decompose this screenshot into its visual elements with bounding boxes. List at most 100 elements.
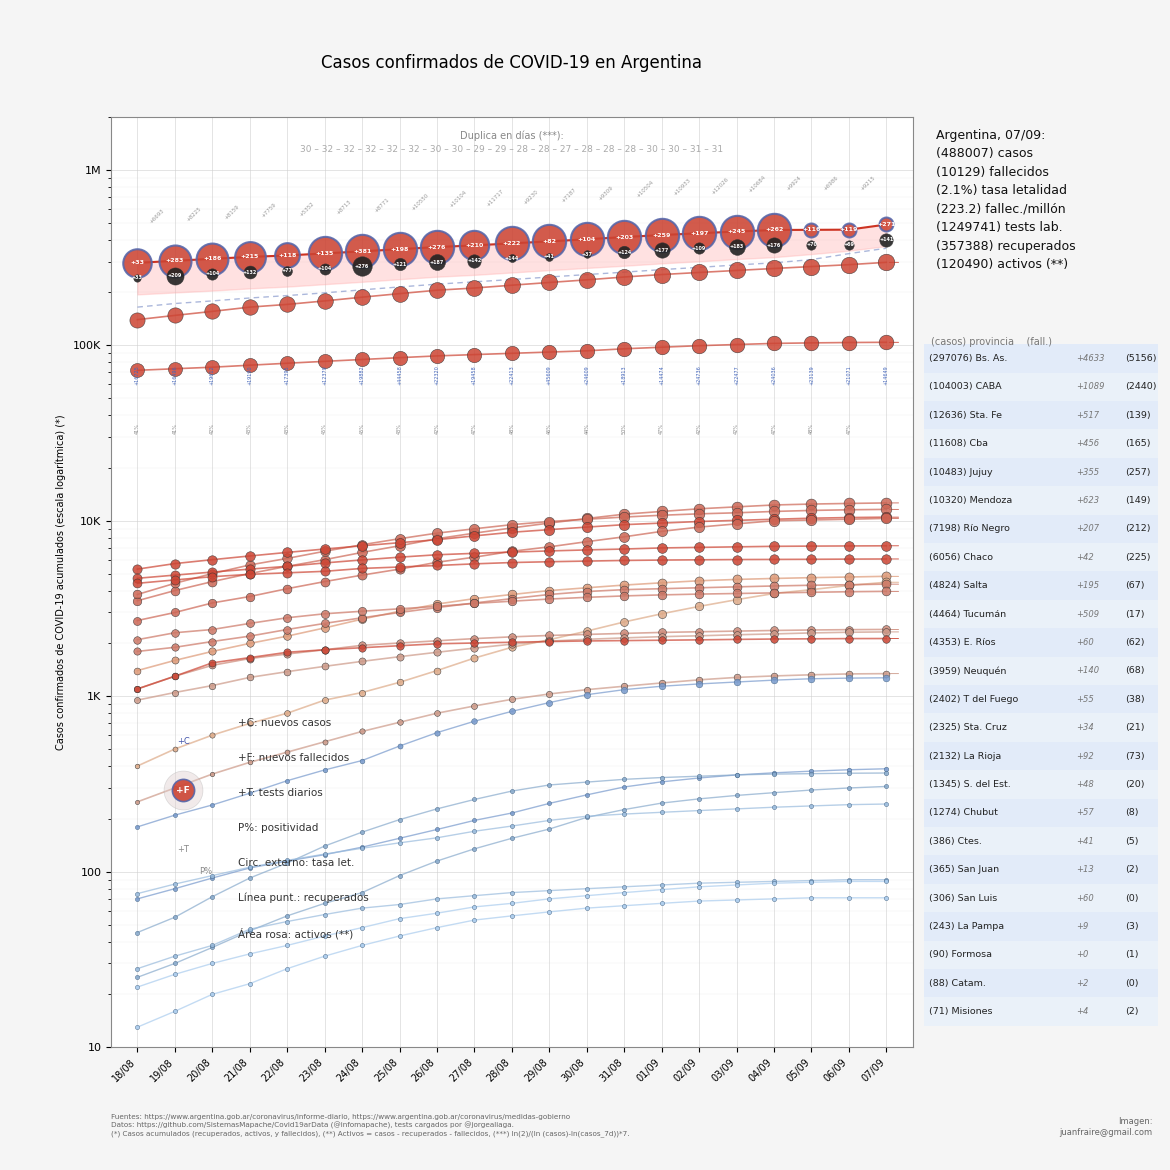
Text: 47%: 47% <box>771 424 777 434</box>
Text: +16496: +16496 <box>172 365 178 385</box>
Text: +381: +381 <box>353 249 371 254</box>
Text: (165): (165) <box>1126 439 1151 448</box>
Text: +517: +517 <box>1076 411 1100 420</box>
Bar <box>924 770 1158 799</box>
Bar <box>924 742 1158 770</box>
Text: +10933: +10933 <box>673 178 693 197</box>
Text: +121: +121 <box>392 262 407 267</box>
Text: (257): (257) <box>1126 468 1151 476</box>
Text: 45%: 45% <box>322 424 328 434</box>
Text: +8713: +8713 <box>336 199 352 215</box>
Text: +F: nuevos fallecidos: +F: nuevos fallecidos <box>239 752 350 763</box>
Text: +9309: +9309 <box>598 185 614 201</box>
Text: +24609: +24609 <box>584 365 590 385</box>
Text: 45%: 45% <box>359 424 365 434</box>
Bar <box>924 656 1158 684</box>
Text: 48%: 48% <box>509 424 515 434</box>
Text: +7759: +7759 <box>261 202 277 219</box>
Bar <box>924 883 1158 913</box>
Text: (212): (212) <box>1126 524 1151 534</box>
Text: +55: +55 <box>1076 695 1094 703</box>
Text: +48: +48 <box>1076 780 1094 789</box>
Bar <box>924 684 1158 714</box>
Text: (297076) Bs. As.: (297076) Bs. As. <box>929 355 1007 363</box>
Text: +215: +215 <box>241 254 259 260</box>
Bar <box>924 344 1158 372</box>
Text: +456: +456 <box>1076 439 1100 448</box>
Bar <box>924 799 1158 827</box>
Bar <box>924 457 1158 487</box>
Text: (10483) Jujuy: (10483) Jujuy <box>929 468 992 476</box>
Text: +19612: +19612 <box>209 365 215 385</box>
Bar <box>924 487 1158 515</box>
Text: +22413: +22413 <box>509 365 515 385</box>
Text: +19882: +19882 <box>359 365 365 385</box>
Text: (3): (3) <box>1126 922 1140 931</box>
Text: (149): (149) <box>1126 496 1151 505</box>
Text: +2: +2 <box>1076 979 1089 987</box>
Text: +9230: +9230 <box>523 188 539 206</box>
Bar <box>924 515 1158 543</box>
Text: 42%: 42% <box>209 424 215 434</box>
Text: +77: +77 <box>282 268 292 273</box>
Text: +70: +70 <box>806 242 817 247</box>
Text: +T: tests diarios: +T: tests diarios <box>239 787 323 798</box>
Text: (1345) S. del Est.: (1345) S. del Est. <box>929 780 1011 789</box>
Text: Línea punt.: recuperados: Línea punt.: recuperados <box>239 893 369 903</box>
Text: +12026: +12026 <box>710 177 730 195</box>
Text: P%: positividad: P%: positividad <box>239 823 318 833</box>
Text: 43%: 43% <box>397 424 402 434</box>
Text: +140: +140 <box>1076 667 1100 675</box>
Text: +104: +104 <box>578 236 596 242</box>
Text: (2): (2) <box>1126 1007 1140 1016</box>
Text: (4824) Salta: (4824) Salta <box>929 581 987 590</box>
Text: +119: +119 <box>840 227 858 232</box>
Text: +109: +109 <box>691 246 707 250</box>
Text: (2): (2) <box>1126 865 1140 874</box>
Text: +6693: +6693 <box>149 208 165 225</box>
Text: +183: +183 <box>729 245 744 249</box>
Text: (88) Catam.: (88) Catam. <box>929 979 986 987</box>
Text: +4: +4 <box>1076 1007 1089 1016</box>
Text: 41%: 41% <box>135 424 140 434</box>
Text: (20): (20) <box>1126 780 1145 789</box>
Text: (21): (21) <box>1126 723 1145 732</box>
Bar <box>924 571 1158 600</box>
Text: +14474: +14474 <box>659 365 665 385</box>
Text: +177: +177 <box>654 248 669 253</box>
Text: (386) Ctes.: (386) Ctes. <box>929 837 982 846</box>
Text: +C: +C <box>177 737 190 746</box>
Text: +12379: +12379 <box>322 365 328 385</box>
Text: +11717: +11717 <box>486 188 504 207</box>
Text: (17): (17) <box>1126 610 1145 619</box>
Bar <box>924 827 1158 855</box>
Text: +45609: +45609 <box>546 365 552 385</box>
Text: Argentina, 07/09:
(488007) casos
(10129) fallecidos
(2.1%) tasa letalidad
(223.2: Argentina, 07/09: (488007) casos (10129)… <box>936 129 1075 271</box>
Text: (7198) Río Negro: (7198) Río Negro <box>929 524 1010 534</box>
Text: (2402) T del Fuego: (2402) T del Fuego <box>929 695 1018 703</box>
Text: +82: +82 <box>543 239 556 243</box>
Text: Duplica en días (***):: Duplica en días (***): <box>460 131 564 142</box>
Text: (67): (67) <box>1126 581 1145 590</box>
Text: (4353) E. Ríos: (4353) E. Ríos <box>929 638 996 647</box>
Text: +259: +259 <box>653 233 670 238</box>
Text: +0: +0 <box>1076 950 1089 959</box>
Text: +57: +57 <box>1076 808 1094 818</box>
Text: +135: +135 <box>316 250 333 256</box>
Text: +16725: +16725 <box>135 365 140 385</box>
Bar <box>924 941 1158 969</box>
Bar <box>924 628 1158 656</box>
Text: (73): (73) <box>1126 751 1145 760</box>
Text: +142: +142 <box>467 259 482 263</box>
Text: 48%: 48% <box>808 424 814 434</box>
Bar <box>924 855 1158 883</box>
Text: (12636) Sta. Fe: (12636) Sta. Fe <box>929 411 1002 420</box>
Text: +6986: +6986 <box>823 176 839 192</box>
Text: (90) Formosa: (90) Formosa <box>929 950 992 959</box>
Text: +18913: +18913 <box>621 365 627 385</box>
Bar <box>924 714 1158 742</box>
Text: +124: +124 <box>617 249 632 255</box>
Text: +14649: +14649 <box>883 365 889 385</box>
Bar <box>924 969 1158 997</box>
Bar <box>924 429 1158 457</box>
